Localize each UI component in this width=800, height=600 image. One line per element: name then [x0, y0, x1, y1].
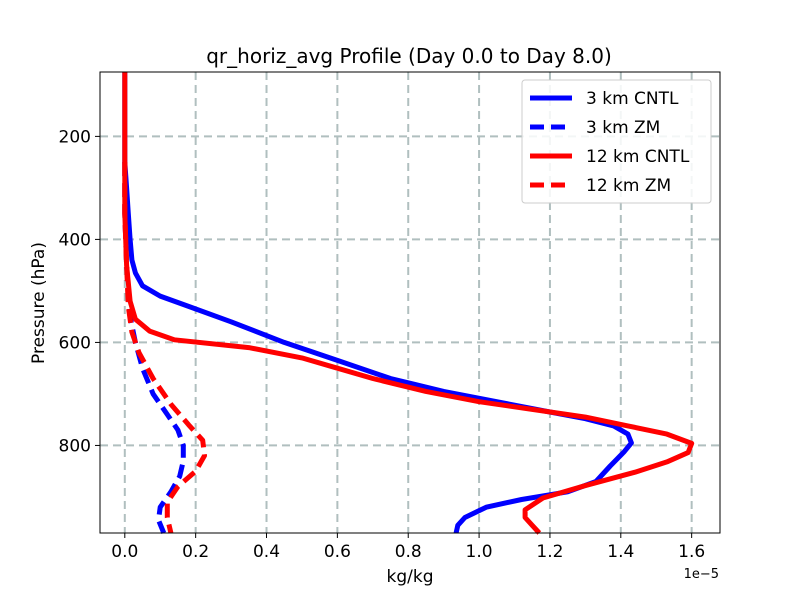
x-axis: 0.0 0.2 0.4 0.6 0.8 1.0 1.2 1.4 1.6 [111, 533, 705, 562]
y-tick-label: 400 [59, 230, 91, 250]
x-axis-offset-label: 1e−5 [684, 567, 719, 582]
legend-box [521, 79, 712, 204]
series-group [122, 72, 695, 535]
y-axis-label: Pressure (hPa) [29, 242, 49, 364]
series-line-1 [122, 162, 186, 534]
chart-title: qr_horiz_avg Profile (Day 0.0 to Day 8.0… [206, 44, 612, 68]
y-tick-label: 200 [59, 127, 91, 147]
y-axis: 200 400 600 800 [59, 127, 100, 456]
series-line-3 [122, 162, 207, 534]
x-tick-label: 1.2 [536, 542, 563, 562]
legend: 3 km CNTL 3 km ZM 12 km CNTL 12 km ZM [521, 79, 712, 204]
y-tick-label: 600 [59, 333, 91, 353]
axes-frame [99, 71, 721, 534]
y-tick-label: 800 [59, 436, 91, 456]
x-tick-label: 0.6 [324, 542, 351, 562]
x-tick-label: 1.0 [466, 542, 493, 562]
legend-label: 12 km CNTL [586, 147, 690, 167]
legend-label: 3 km CNTL [586, 89, 679, 109]
legend-label: 12 km ZM [586, 176, 671, 196]
x-tick-label: 0.8 [395, 542, 422, 562]
x-tick-label: 0.4 [253, 542, 280, 562]
x-tick-label: 1.6 [678, 542, 705, 562]
x-axis-label: kg/kg [387, 567, 434, 587]
x-tick-label: 0.2 [182, 542, 209, 562]
x-tick-label: 1.4 [607, 542, 634, 562]
legend-label: 3 km ZM [586, 118, 660, 138]
x-tick-label: 0.0 [111, 542, 138, 562]
